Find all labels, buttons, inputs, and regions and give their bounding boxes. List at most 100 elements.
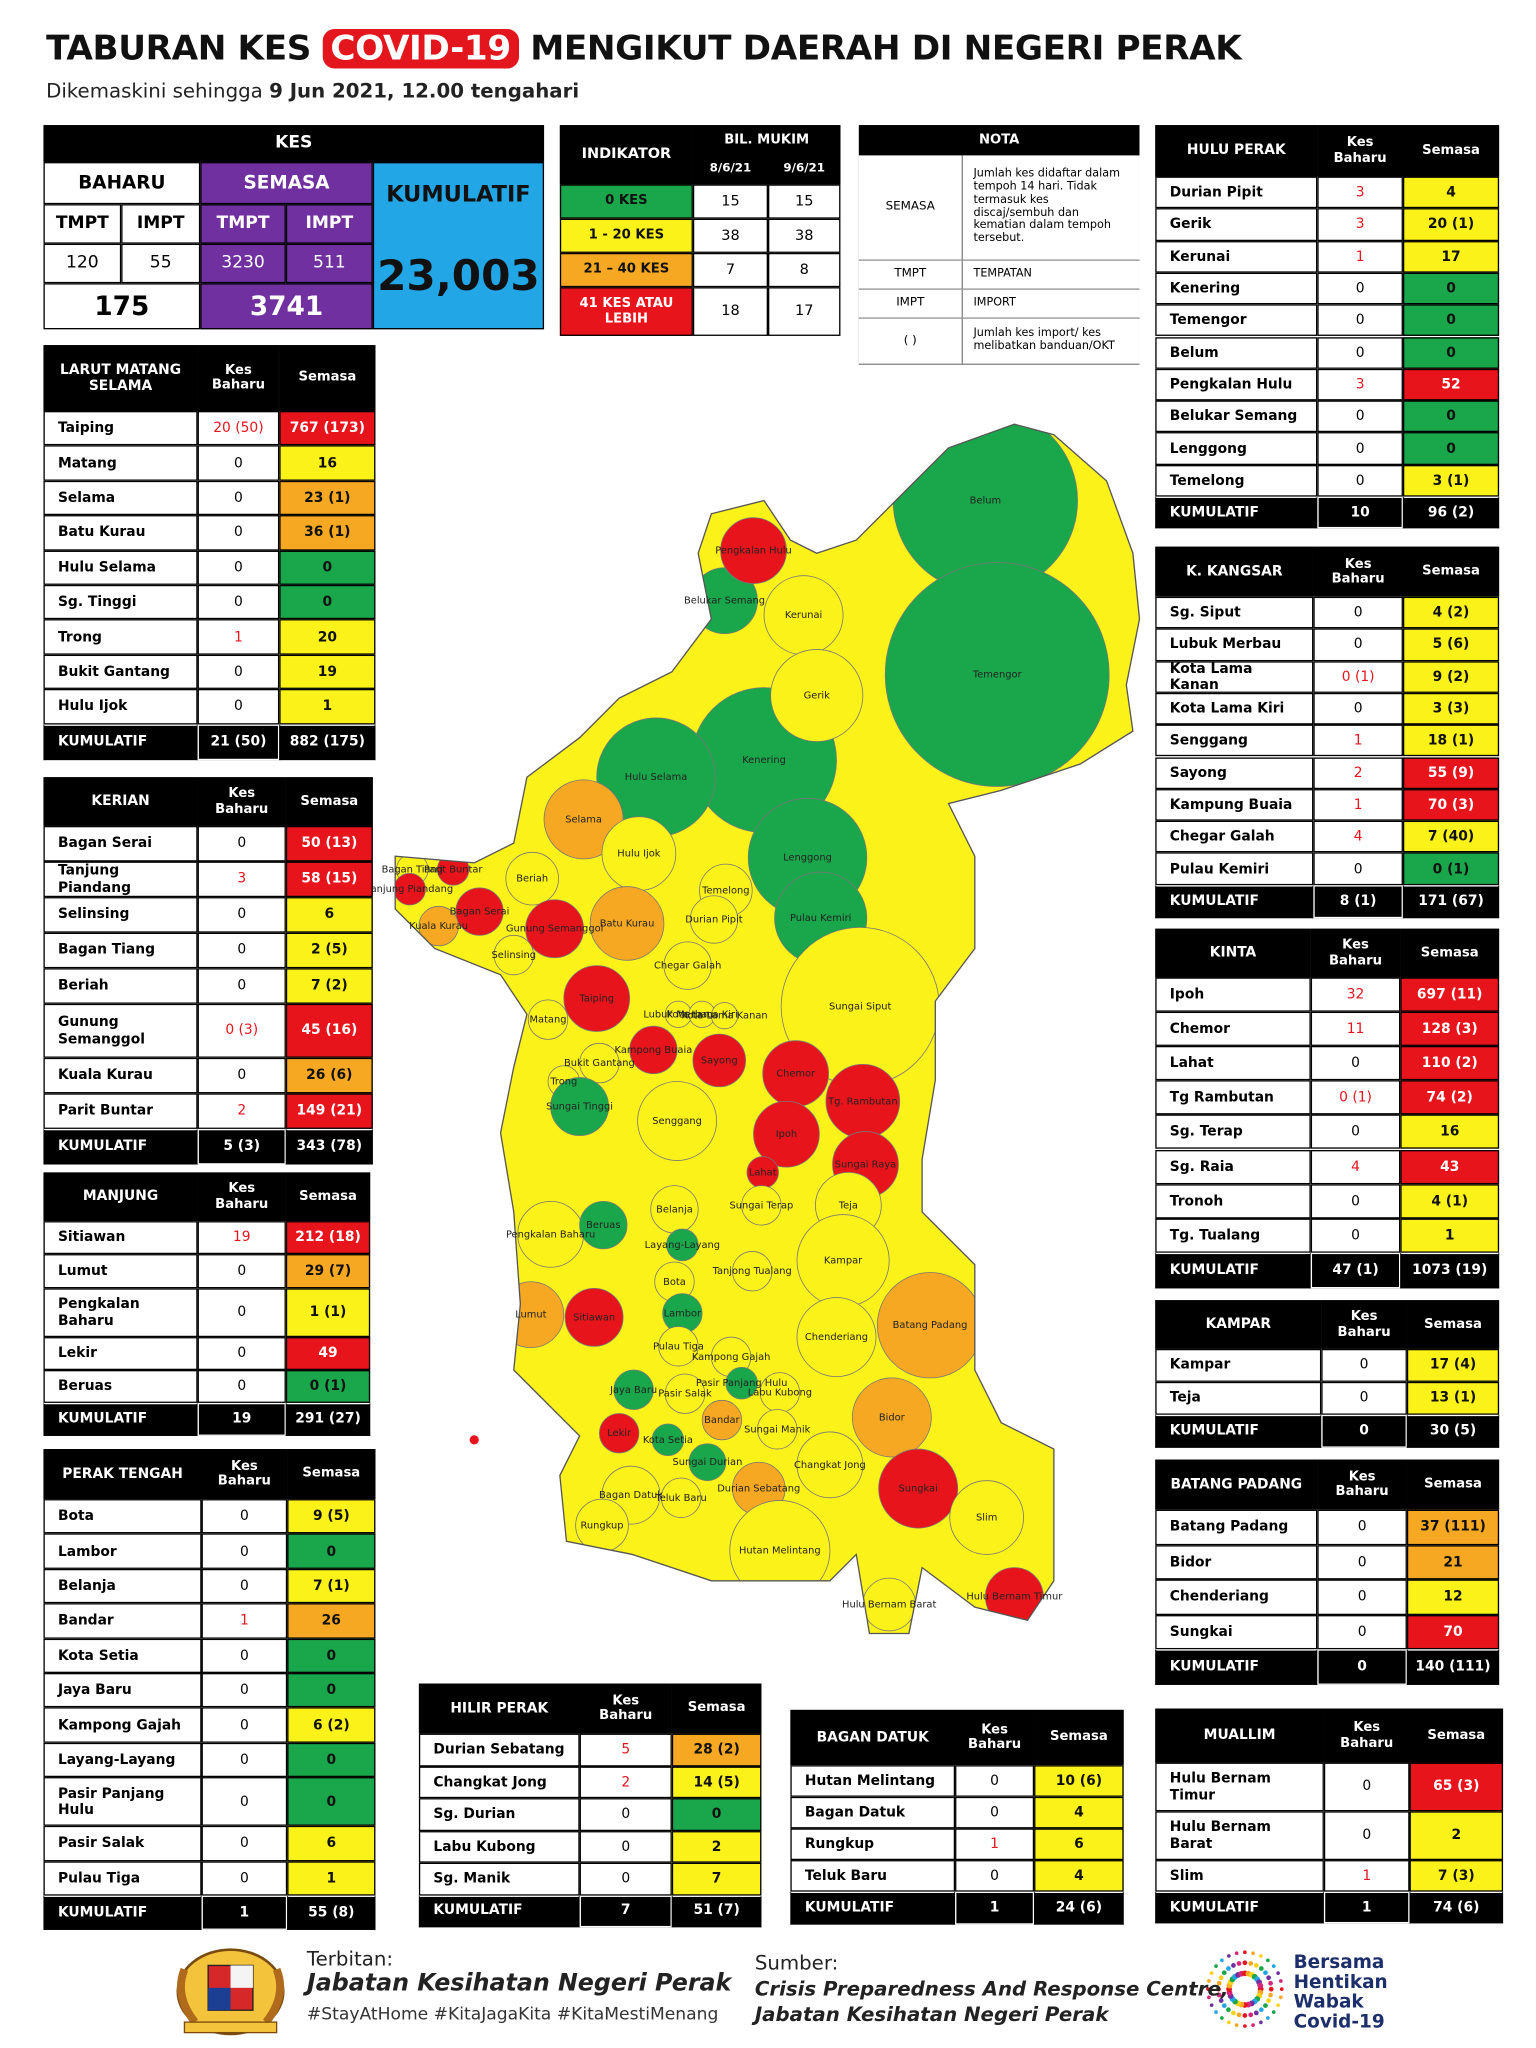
semasa-value: 65 (3) [1409,1762,1504,1812]
map-region-label: Sungai Siput [829,1001,891,1012]
map-region [741,1185,782,1226]
map-region [851,1377,932,1458]
indicator-count: 38 [692,218,768,253]
semasa-value: 0 [287,1638,376,1673]
map-region [796,1431,864,1499]
logo-dot [1279,1987,1284,1991]
footer-source: Crisis Preparedness And Response Centre, [754,1977,1229,2002]
map-region-label: Bagan Serai [450,907,510,918]
row-label: Pasir Panjang Hulu [43,1777,202,1827]
map-region [527,999,569,1040]
semasa-value: 36 (1) [279,515,376,551]
map-region-label: Kampong Gajah [692,1352,771,1363]
kes-baharu-value: 0 [197,1288,286,1338]
map-region-label: Teluk Baru [654,1493,706,1504]
logo-dot [1220,2016,1224,2020]
footer-label: Terbitan: [306,1946,394,1971]
kes-baharu-value: 0 [197,1254,286,1289]
kes-baharu-value: 0 [579,1830,672,1863]
row-label: Belanja [43,1568,202,1604]
total-label: KUMULATIF [1155,1891,1324,1924]
row-label: Batang Padang [1155,1509,1318,1545]
row-label: Taiping [43,411,198,446]
logo-dot [1206,1987,1210,1991]
logo-dot [1251,1951,1255,1956]
indicator-level: 1 - 20 KES [559,218,693,253]
semasa-value: 4 [1034,1796,1124,1829]
semasa-value: 7 (3) [1409,1860,1504,1892]
total-baharu: 1 [201,1895,288,1931]
kes-subheader: IMPT [121,204,201,244]
map-labels: Belum Temengor Kenering Hulu Selama Lenggong… [365,496,1063,1611]
kes-kumulatif-value: 23,003 [377,250,540,301]
table-title: LARUT MATANG SELAMA [43,345,198,412]
logo-dot [1259,1954,1263,1958]
table-column-header: Semasa [1406,1459,1500,1510]
map-region-label: Teja [838,1200,858,1211]
total-baharu: 0 [1321,1414,1407,1448]
table-column-header: Kes Baharu [1313,546,1403,597]
map-region [637,1081,718,1161]
kes-baharu-value: 0 [1317,1614,1407,1650]
kes-total: 3741 [200,283,373,330]
map-region-label: Sungai Tinggi [546,1102,613,1113]
map-region [589,886,665,961]
map-region [579,1201,628,1250]
semasa-value: 17 (4) [1406,1348,1500,1382]
map-region [689,895,739,944]
map-region-label: Gerik [804,691,830,702]
logo-dot [1242,2013,1248,2018]
row-label: Temengor [1155,304,1318,337]
map-region-label: Layang-Layang [645,1240,720,1251]
indicator-count: 18 [692,287,768,336]
total-semasa: 291 (27) [285,1402,371,1436]
map-region-label: Chegar Galah [654,961,721,972]
row-label: Gunung Semanggol [43,1003,198,1058]
map-region-label: Lubuk Merbau [643,1009,713,1020]
semasa-value: 28 (2) [671,1733,762,1766]
kes-baharu-value: 0 [201,1638,288,1673]
map-region [688,1443,727,1482]
row-label: Tanjung Piandang [43,861,198,898]
table-column-header: Kes Baharu [1317,125,1403,177]
row-label: Lahat [1155,1046,1311,1081]
row-label: Lenggong [1155,432,1318,465]
logo-dot [1271,2010,1276,2014]
kes-baharu-value: 0 [1317,432,1403,465]
semasa-value: 7 [671,1862,762,1895]
table-column-header: Kes Baharu [1310,928,1401,978]
total-semasa: 24 (6) [1034,1891,1124,1925]
total-semasa: 343 (78) [285,1128,373,1165]
semasa-value: 26 [287,1603,376,1639]
logo-dot [1218,1975,1224,1981]
row-label: Changkat Jong [418,1765,580,1799]
semasa-value: 4 (2) [1402,596,1500,629]
row-label: Hutan Melintang [790,1765,956,1797]
kes-baharu-value: 11 [1310,1011,1401,1047]
title-part: TABURAN KES [46,28,323,69]
row-label: Chemor [1155,1011,1311,1047]
map-region-label: Pasir Salak [658,1389,712,1400]
total-semasa: 51 (7) [671,1894,762,1927]
map-region-label: Kota Setia [643,1435,693,1446]
table-title: PERAK TENGAH [43,1449,202,1500]
kes-baharu-value: 0 [1317,400,1403,433]
row-label: Kota Setia [43,1638,202,1673]
table-title: BAGAN DATUK [790,1709,956,1766]
kes-baharu-value: 0 [1321,1381,1407,1415]
nota-definition: IMPORT [961,289,1140,319]
kes-baharu-value: 4 [1310,1149,1401,1184]
map-region [651,1423,685,1457]
row-label: Hulu Ijok [43,689,198,724]
row-label: Tg. Tualang [1155,1218,1311,1253]
logo-dot [1243,1950,1247,1955]
kes-baharu-value: 0 [1313,596,1403,629]
logo-dot [1276,2003,1280,2008]
kes-baharu-value: 20 (50) [197,411,280,446]
logo-dot [1207,1979,1211,1983]
semasa-value: 0 [671,1798,762,1831]
map-region-label: Sungkai [899,1484,938,1495]
semasa-value: 70 [1406,1614,1500,1650]
logo-dot [1266,1975,1271,1981]
map-region [543,779,624,860]
